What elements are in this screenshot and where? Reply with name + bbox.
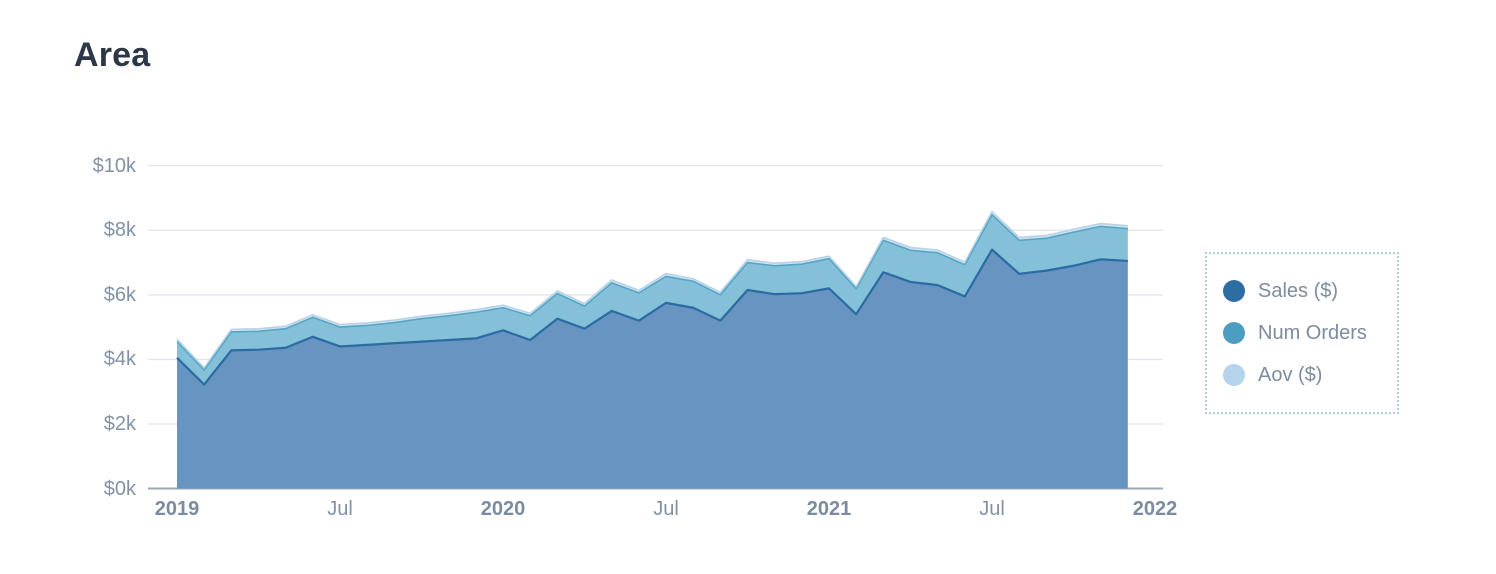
legend-label-num-orders: Num Orders bbox=[1258, 321, 1367, 344]
x-tick-label: 2021 bbox=[806, 498, 852, 520]
page-title: Area bbox=[74, 36, 151, 74]
legend-item-aov[interactable]: Aov ($) bbox=[1223, 357, 1381, 393]
y-tick-label: $6k bbox=[103, 283, 136, 306]
x-tick-label: Jul bbox=[653, 498, 679, 520]
y-tick-label: $8k bbox=[103, 219, 136, 242]
legend-item-sales[interactable]: Sales ($) bbox=[1223, 273, 1381, 309]
legend-label-sales: Sales ($) bbox=[1258, 279, 1339, 302]
legend-item-num-orders[interactable]: Num Orders bbox=[1223, 315, 1381, 351]
y-tick-label: $2k bbox=[103, 412, 136, 435]
aov-series-swatch-icon bbox=[1223, 364, 1245, 386]
y-axis-labels: $0k $2k $4k $6k $8k $10k bbox=[0, 150, 136, 500]
num-orders-series-swatch-icon bbox=[1223, 322, 1245, 344]
y-tick-label: $10k bbox=[92, 154, 136, 177]
legend-label-aov: Aov ($) bbox=[1258, 363, 1323, 386]
x-axis-labels: 2019 Jul 2020 Jul 2021 Jul 2022 bbox=[148, 498, 1188, 528]
y-tick-label: $0k bbox=[103, 477, 136, 500]
x-tick-label: 2020 bbox=[480, 498, 526, 520]
x-tick-label: 2019 bbox=[154, 498, 200, 520]
x-tick-label: 2022 bbox=[1132, 498, 1178, 520]
area-plot-svg[interactable] bbox=[148, 150, 1163, 492]
x-tick-label: Jul bbox=[327, 498, 353, 520]
x-tick-label: Jul bbox=[979, 498, 1005, 520]
legend: Sales ($) Num Orders Aov ($) bbox=[1205, 252, 1399, 414]
sales-series-swatch-icon bbox=[1223, 280, 1245, 302]
y-tick-label: $4k bbox=[103, 348, 136, 371]
